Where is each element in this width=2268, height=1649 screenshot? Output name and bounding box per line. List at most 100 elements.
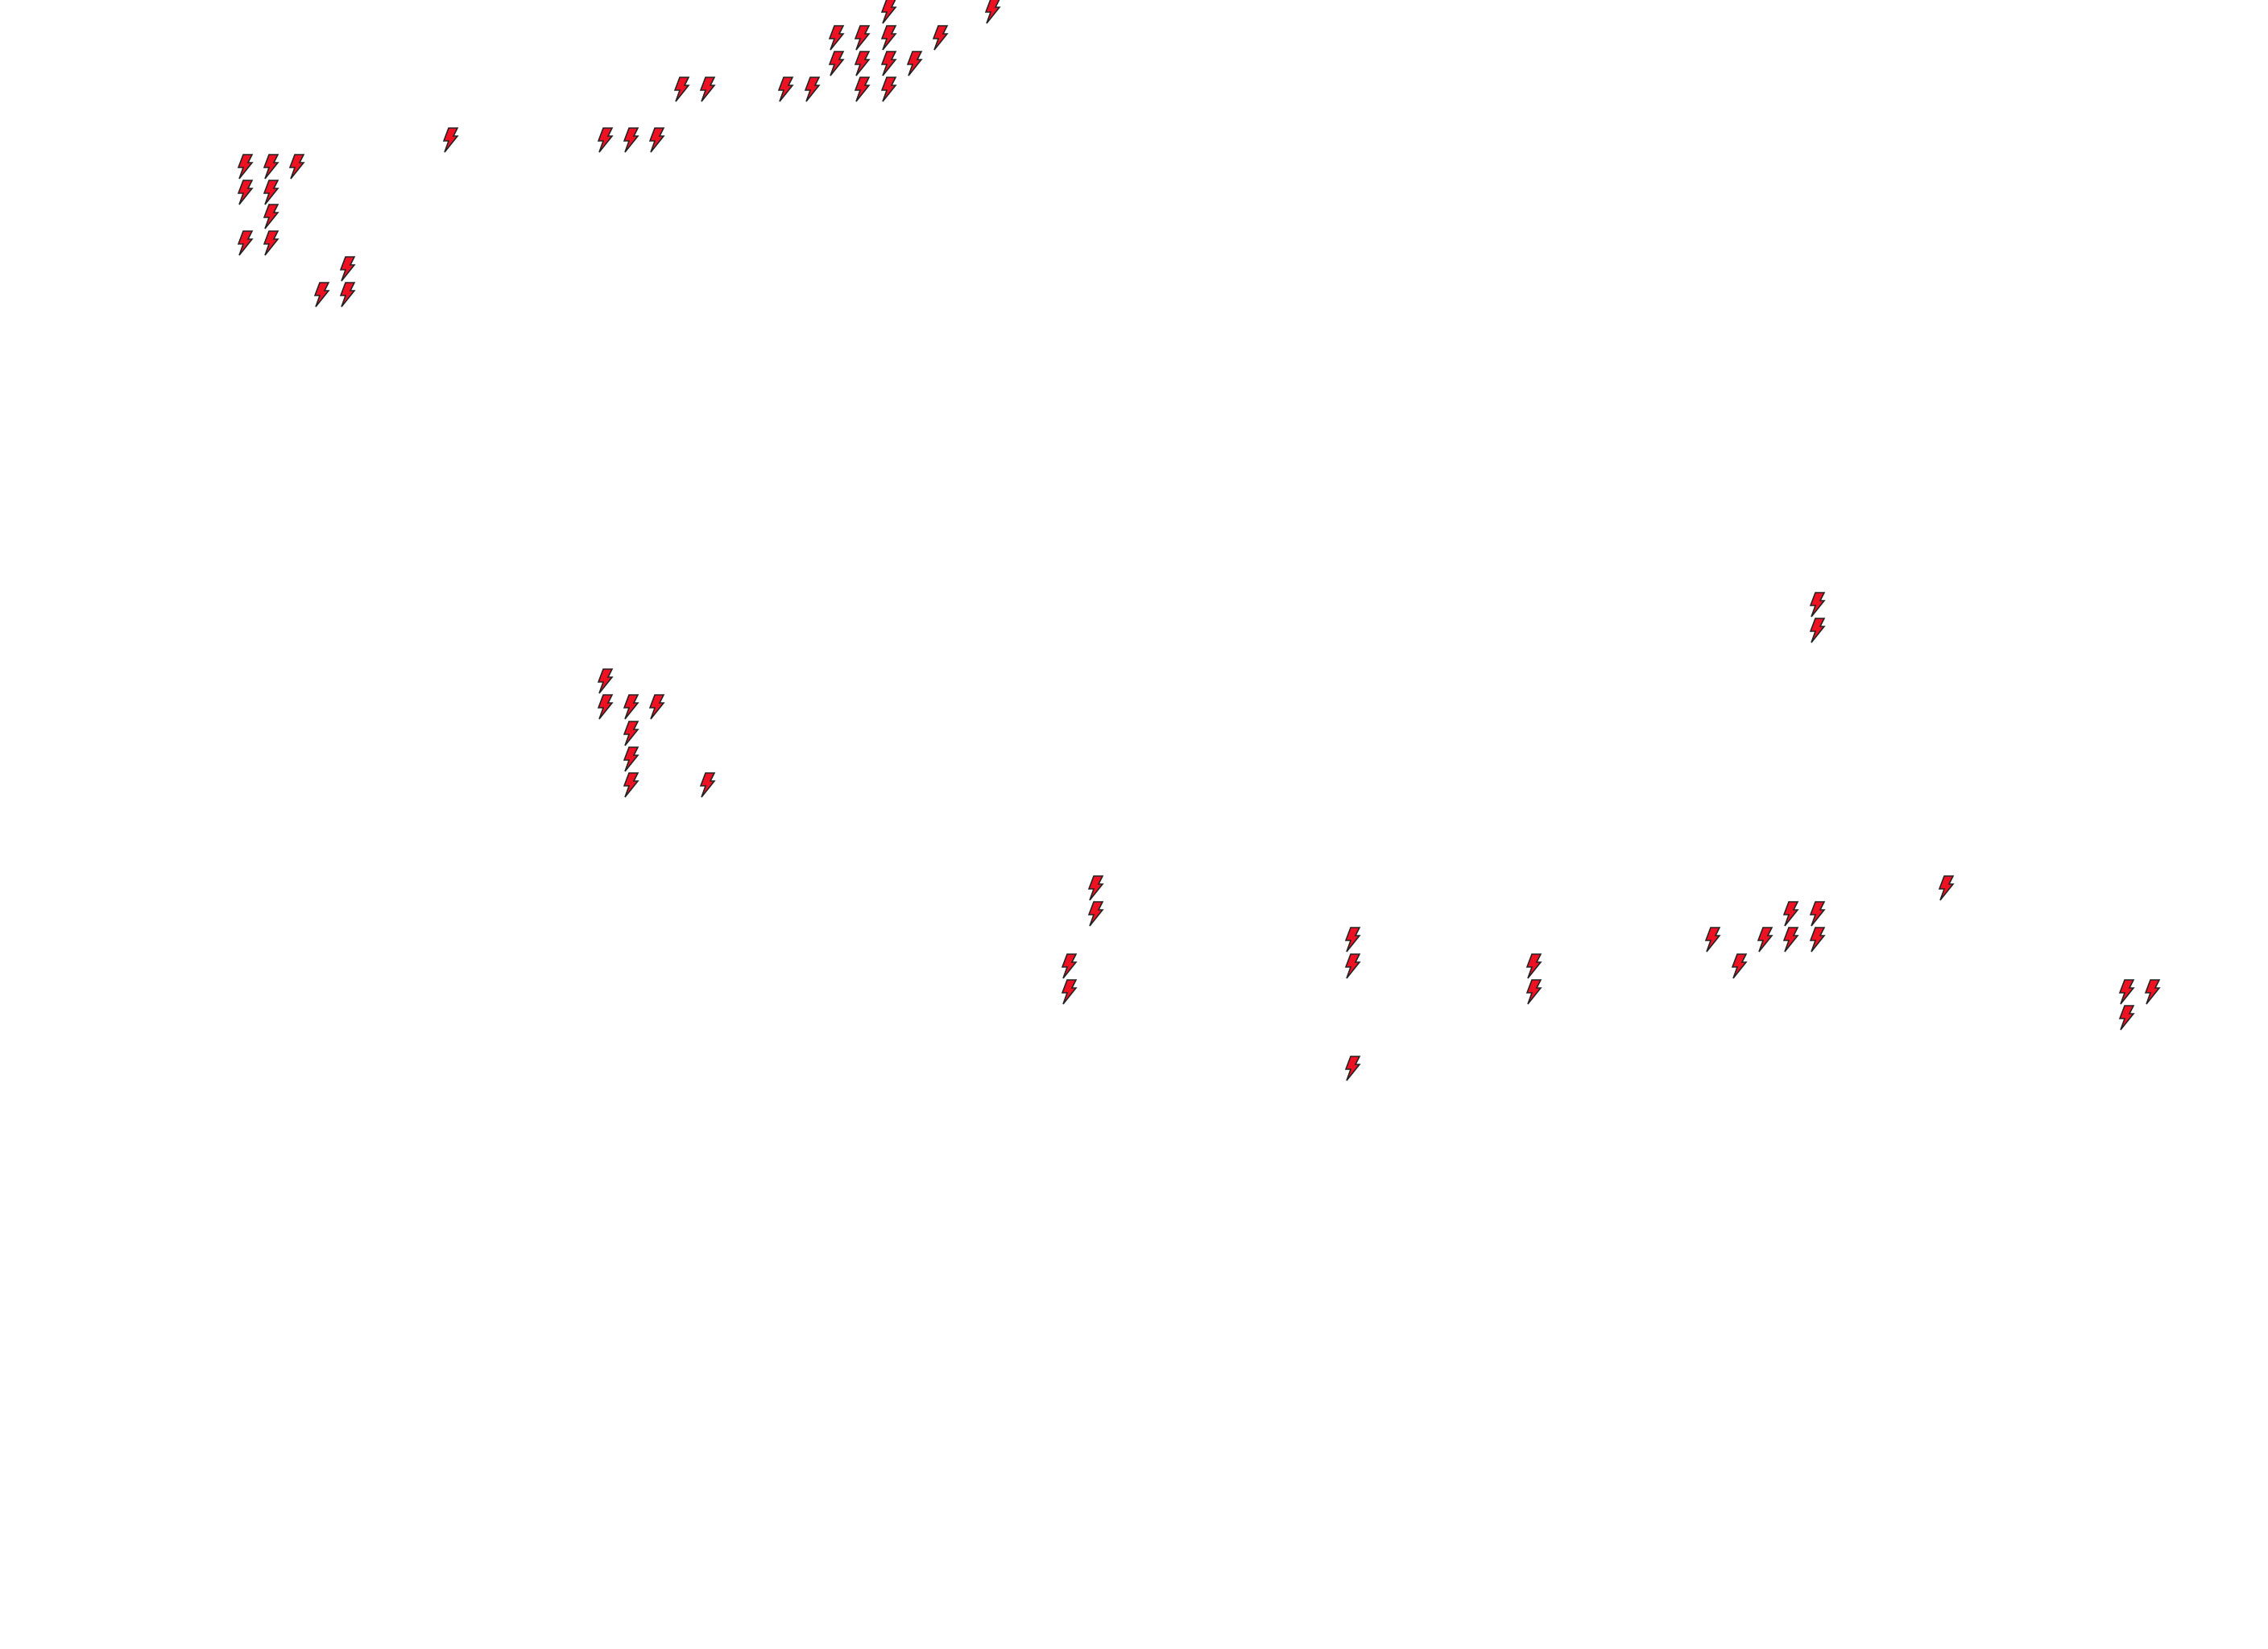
lightning-bolt-icon [1809,901,1826,927]
lightning-bolt-icon [804,76,821,102]
lightning-marker[interactable] [1808,927,1826,953]
lightning-marker[interactable] [1782,927,1800,953]
lightning-marker[interactable] [827,24,845,51]
lightning-bolt-icon [700,772,716,798]
lightning-bolt-icon [1062,979,1078,1005]
lightning-marker[interactable] [622,772,639,798]
lightning-marker[interactable] [288,153,305,180]
lightning-marker[interactable] [879,0,897,24]
lightning-marker[interactable] [1060,953,1078,979]
lightning-marker[interactable] [236,153,254,180]
lightning-bolt-icon [237,153,254,180]
lightning-marker[interactable] [698,772,716,798]
lightning-marker[interactable] [338,282,356,308]
lightning-marker[interactable] [698,76,716,102]
lightning-bolt-icon [237,180,254,205]
lightning-marker[interactable] [262,204,279,229]
lightning-bolt-icon [623,720,639,746]
lightning-bolt-icon [1087,874,1104,901]
lightning-marker[interactable] [879,76,897,102]
lightning-marker[interactable] [879,51,897,76]
lightning-marker[interactable] [1525,979,1542,1005]
lightning-bolt-icon [1783,901,1800,927]
lightning-bolt-icon [880,24,897,51]
lightning-marker[interactable] [2143,979,2161,1005]
lightning-marker[interactable] [262,229,279,256]
lightning-marker[interactable] [1343,1056,1361,1081]
lightning-marker[interactable] [1086,874,1104,901]
lightning-marker[interactable] [2117,979,2135,1005]
lightning-marker[interactable] [262,153,279,180]
lightning-bolt-icon [442,127,459,153]
lightning-bolt-icon [1062,953,1078,979]
lightning-marker[interactable] [2117,1005,2135,1031]
lightning-marker[interactable] [622,720,639,746]
lightning-marker[interactable] [1808,591,1826,618]
lightning-bolt-icon [263,204,279,229]
lightning-marker[interactable] [1808,618,1826,643]
lightning-bolt-icon [339,282,356,308]
lightning-bolt-icon [623,772,639,798]
lightning-bolt-icon [880,76,897,102]
lightning-bolt-icon [623,746,639,772]
lightning-bolt-icon [1809,618,1826,643]
lightning-marker[interactable] [1703,927,1722,953]
lightning-marker[interactable] [853,76,871,102]
lightning-bolt-icon [1525,979,1542,1005]
lightning-bolt-icon [933,24,950,51]
lightning-marker[interactable] [1782,901,1800,927]
lightning-marker[interactable] [905,51,923,76]
lightning-marker[interactable] [648,127,666,153]
lightning-marker[interactable] [673,76,690,102]
lightning-bolt-icon [1783,927,1800,953]
lightning-bolt-icon [1345,927,1361,953]
lightning-marker[interactable] [827,51,845,76]
lightning-marker[interactable] [853,24,871,51]
lightning-marker[interactable] [776,76,794,102]
lightning-bolt-icon [880,51,897,76]
lightning-marker[interactable] [596,668,614,694]
lightning-marker[interactable] [931,24,950,51]
lightning-marker[interactable] [236,229,254,256]
lightning-bolt-icon [906,51,923,76]
lightning-marker[interactable] [1937,874,1955,901]
lightning-marker[interactable] [853,51,871,76]
lightning-marker[interactable] [1808,901,1826,927]
lightning-marker[interactable] [1086,901,1104,927]
lightning-marker[interactable] [596,127,614,153]
lightning-marker[interactable] [648,694,666,720]
lightning-marker[interactable] [1756,927,1773,953]
lightning-marker[interactable] [1343,953,1361,979]
lightning-bolt-icon [1087,901,1104,927]
lightning-marker[interactable] [1525,953,1542,979]
lightning-marker[interactable] [236,180,254,205]
lightning-bolt-icon [1345,953,1361,979]
lightning-bolt-icon [2145,979,2161,1005]
lightning-bolt-icon [828,24,845,51]
lightning-bolt-icon [828,51,845,76]
lightning-marker[interactable] [262,180,279,205]
lightning-bolt-icon [778,76,794,102]
lightning-bolt-icon [263,153,279,180]
lightning-bolt-icon [623,127,639,153]
lightning-marker[interactable] [1060,979,1078,1005]
lightning-marker[interactable] [1730,953,1748,979]
lightning-marker[interactable] [622,127,639,153]
lightning-marker[interactable] [312,282,330,308]
lightning-marker[interactable] [338,256,356,282]
lightning-bolt-icon [673,76,690,102]
lightning-bolt-icon [1345,1056,1361,1081]
lightning-marker[interactable] [441,127,459,153]
lightning-marker[interactable] [622,694,639,720]
lightning-marker[interactable] [596,694,614,720]
lightning-bolt-icon [855,51,871,76]
lightning-bolt-icon [597,127,614,153]
lightning-marker[interactable] [983,0,1001,24]
lightning-marker[interactable] [803,76,821,102]
lightning-marker[interactable] [622,746,639,772]
lightning-bolt-icon [1809,927,1826,953]
lightning-marker[interactable] [1343,927,1361,953]
lightning-bolt-icon [700,76,716,102]
lightning-marker[interactable] [879,24,897,51]
